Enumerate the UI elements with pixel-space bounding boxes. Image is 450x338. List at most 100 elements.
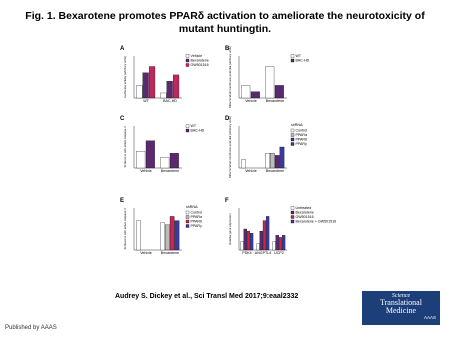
y-axis-label: Mitochondrial membrane potential (arbitr… [228, 46, 232, 108]
x-tick-label: Vehicle [140, 169, 152, 173]
legend-swatch [185, 54, 190, 58]
legend-label: Control [296, 129, 308, 133]
bar [250, 233, 254, 251]
x-tick-label: Bexarotene [266, 169, 284, 173]
legend-swatch [290, 142, 295, 146]
title: Fig. 1. Bexarotene promotes PPARδ activa… [25, 10, 425, 35]
legend-label: Bexarotene + GW501516 [296, 220, 337, 224]
bar [262, 220, 267, 251]
panel-label: B [225, 46, 230, 52]
bar [169, 216, 175, 251]
bar [270, 153, 275, 169]
logo-text: Translational [380, 298, 422, 307]
bar [160, 222, 165, 251]
logo-text: Medicine [385, 306, 417, 315]
bar [136, 85, 143, 99]
legend-title: shRNA: [291, 123, 303, 127]
bar [149, 66, 156, 99]
logo-text: Science [391, 293, 411, 299]
legend-label: Untreated [296, 206, 312, 210]
bar [241, 159, 246, 169]
bar [256, 243, 260, 251]
y-axis-label: Mitochondrial membrane potential (arbitr… [228, 116, 232, 178]
legend-swatch [290, 137, 295, 142]
bar [165, 224, 170, 251]
bar [259, 230, 263, 251]
legend-swatch [185, 128, 190, 133]
legend-swatch [185, 215, 190, 219]
legend-label: Bexarotene [296, 211, 314, 215]
legend-swatch [290, 206, 295, 210]
citation: Audrey S. Dickey et al., Sci Transl Med … [115, 293, 299, 300]
x-tick-label: Bexarotene [161, 251, 179, 255]
bar [265, 66, 275, 99]
legend-label: PPARγ [191, 224, 203, 228]
y-axis-label: Relative gene expression [228, 213, 232, 245]
bar [166, 81, 173, 99]
bar [160, 92, 167, 99]
legend-swatch [290, 215, 295, 219]
bar [278, 237, 283, 251]
legend-title: shRNA: [186, 205, 198, 209]
legend-swatch [290, 128, 295, 133]
bar [240, 241, 244, 251]
bar [160, 157, 170, 169]
x-tick-label: PDK4 [242, 251, 251, 255]
bar [173, 74, 180, 99]
journal-logo: Science Translational Medicine AAAS [362, 291, 440, 325]
legend-label: PPARδ [191, 220, 203, 224]
legend-label: WT [296, 54, 302, 58]
legend-swatch [185, 124, 190, 128]
x-tick-label: UCP2 [274, 251, 284, 255]
bar [272, 241, 276, 251]
panel-label: D [225, 116, 230, 122]
x-tick-label: ANGPTL4 [255, 251, 271, 255]
bar [136, 151, 146, 169]
x-tick-label: Bexarotene [266, 99, 284, 103]
legend-label: PPARδ [296, 138, 308, 142]
bar [274, 85, 284, 99]
legend-swatch [185, 224, 190, 228]
legend-label: Bexarotene [191, 59, 209, 63]
bar [282, 235, 286, 251]
panel-label: E [120, 198, 124, 204]
legend-swatch [290, 219, 295, 224]
bar [266, 216, 270, 251]
legend-label: PPARα [296, 133, 308, 137]
legend-label: BAC-HD [296, 59, 310, 63]
legend-swatch [290, 210, 295, 215]
legend-swatch [185, 58, 190, 63]
legend-label: GW501516 [191, 63, 209, 67]
bar [275, 235, 279, 251]
legend-swatch [290, 54, 295, 58]
y-axis-label: % Neurons with active caspase-3 [123, 208, 127, 250]
legend-label: WT [191, 124, 197, 128]
legend-label: BAC-HD [191, 129, 205, 133]
legend-swatch [185, 210, 190, 215]
bar [279, 146, 285, 169]
panel-label: C [120, 116, 125, 122]
bar [169, 153, 179, 169]
bar [265, 153, 270, 169]
y-axis-label: Luciferase activity (arbitrary units) [123, 56, 127, 98]
bar [145, 140, 155, 169]
bar [142, 72, 149, 99]
x-tick-label: Vehicle [140, 251, 152, 255]
x-tick-label: BAC-HD [163, 99, 177, 103]
panel-label: A [120, 46, 125, 52]
panel-label: F [225, 198, 229, 204]
legend-swatch [290, 58, 295, 63]
x-tick-label: Bexarotene [161, 169, 179, 173]
legend-label: PPARγ [296, 142, 308, 146]
bar [274, 155, 280, 169]
y-axis-label: % Neurons with active caspase-3 [123, 126, 127, 168]
x-tick-label: Vehicle [245, 169, 257, 173]
legend-label: GW501516 [296, 215, 314, 219]
bar [136, 220, 141, 251]
legend-swatch [185, 63, 190, 67]
x-tick-label: WT [143, 99, 149, 103]
legend-label: Control [191, 211, 203, 215]
x-tick-label: Vehicle [245, 99, 257, 103]
